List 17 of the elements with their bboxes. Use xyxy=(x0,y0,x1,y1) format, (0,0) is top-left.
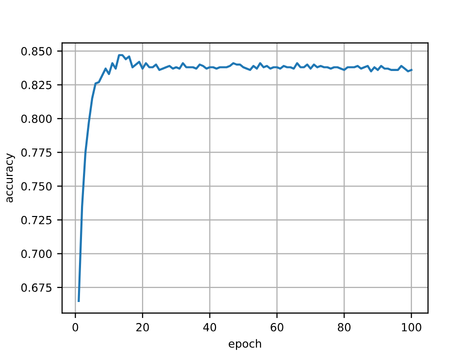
y-tick-label: 0.700 xyxy=(21,250,52,258)
x-tick-label: 20 xyxy=(136,323,149,332)
y-tick-label: 0.675 xyxy=(21,283,52,292)
x-tick-label: 60 xyxy=(270,323,284,332)
x-tick-label: 0 xyxy=(72,323,78,332)
y-tick-label: 0.800 xyxy=(21,114,52,123)
y-tick-label: 0.775 xyxy=(21,148,52,157)
y-tick-label: 0.850 xyxy=(21,47,52,56)
line-series xyxy=(78,54,412,302)
y-tick-label: 0.825 xyxy=(21,80,52,90)
x-axis-title: epoch xyxy=(228,339,262,350)
y-tick-label: 0.725 xyxy=(21,216,52,224)
y-tick-label: 0.750 xyxy=(21,182,52,191)
y-axis-title: accuracy xyxy=(6,153,16,202)
x-tick-label: 100 xyxy=(402,323,422,332)
x-tick-label: 40 xyxy=(203,323,216,332)
x-tick-label: 80 xyxy=(338,323,351,332)
